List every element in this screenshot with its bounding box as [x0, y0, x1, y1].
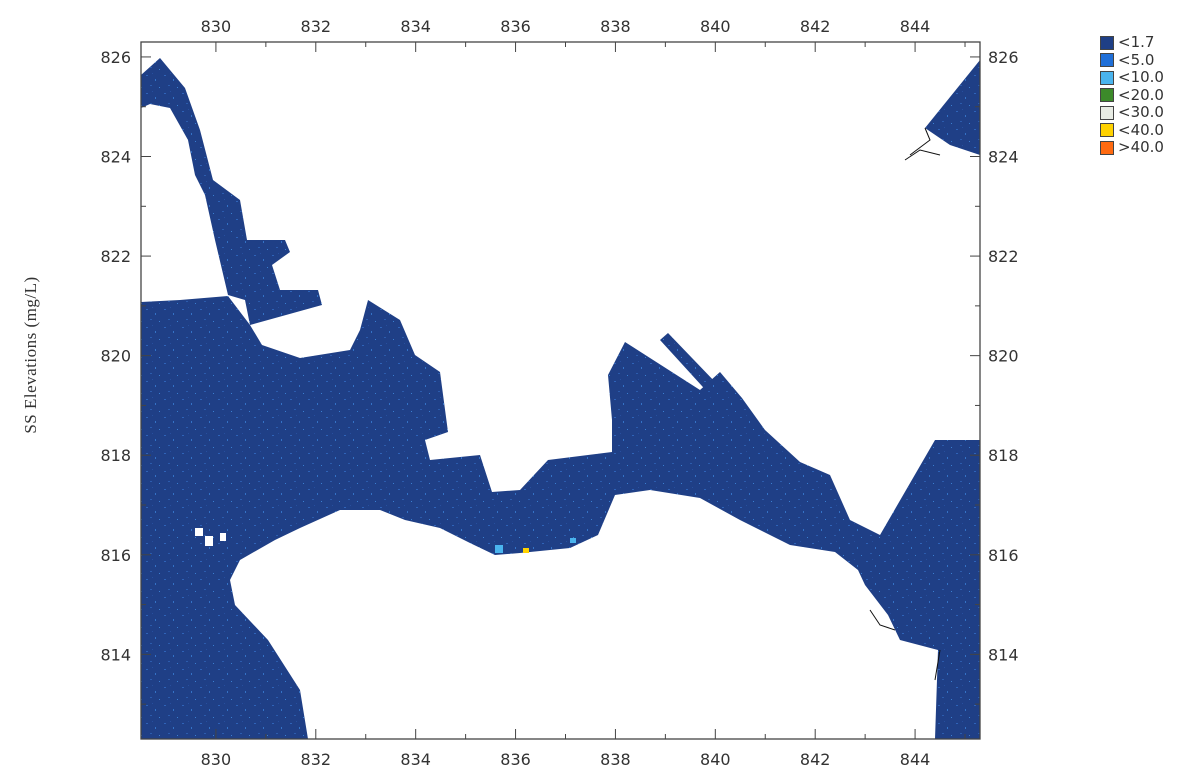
legend-label: <20.0	[1118, 85, 1164, 104]
legend-item: <40.0	[1100, 122, 1185, 140]
legend-item: <20.0	[1100, 87, 1185, 105]
tick-marks	[141, 42, 980, 739]
legend-swatch	[1100, 140, 1114, 155]
legend-swatch	[1100, 105, 1114, 120]
legend-item: <10.0	[1100, 69, 1185, 87]
x-tick-label-bottom: 840	[700, 750, 731, 769]
water-region-main-channel	[141, 296, 980, 739]
legend-item: <1.7	[1100, 34, 1185, 52]
x-tick-label-top: 842	[800, 17, 831, 36]
x-tick-label-top: 830	[201, 17, 232, 36]
x-tick-label-bottom: 838	[600, 750, 631, 769]
x-tick-label-bottom: 830	[201, 750, 232, 769]
y-tick-label-left: 814	[100, 645, 131, 664]
y-tick-label-right: 822	[988, 247, 1019, 266]
legend-item: <5.0	[1100, 52, 1185, 70]
coastline	[869, 127, 941, 681]
legend-label: <5.0	[1118, 50, 1155, 69]
high-ss-patch	[495, 545, 503, 553]
legend-swatch	[1100, 35, 1114, 50]
water-region-northwest	[141, 58, 322, 325]
high-ss-patch	[523, 548, 529, 553]
x-tick-label-top: 832	[301, 17, 332, 36]
legend-swatch	[1100, 70, 1114, 85]
x-tick-label-top: 840	[700, 17, 731, 36]
x-tick-label-bottom: 844	[900, 750, 931, 769]
legend-item: <30.0	[1100, 104, 1185, 122]
x-tick-label-top: 844	[900, 17, 931, 36]
legend-swatch	[1100, 123, 1114, 138]
legend-label: <30.0	[1118, 103, 1164, 122]
water-jetty	[660, 333, 742, 420]
legend-label: <10.0	[1118, 68, 1164, 87]
y-tick-label-right: 818	[988, 446, 1019, 465]
y-tick-label-left: 816	[100, 546, 131, 565]
water-area	[141, 58, 980, 739]
y-tick-label-left: 818	[100, 446, 131, 465]
y-tick-label-left: 820	[100, 347, 131, 366]
x-tick-label-bottom: 836	[500, 750, 531, 769]
island	[205, 536, 213, 546]
x-tick-label-bottom: 832	[301, 750, 332, 769]
x-tick-label-top: 838	[600, 17, 631, 36]
y-tick-label-right: 814	[988, 645, 1019, 664]
high-ss-patch	[570, 538, 576, 543]
legend-label: <40.0	[1118, 120, 1164, 139]
water-region-northeast	[925, 60, 980, 155]
x-tick-label-bottom: 842	[800, 750, 831, 769]
legend-swatch	[1100, 88, 1114, 103]
legend-label: >40.0	[1118, 138, 1164, 157]
y-tick-label-right: 816	[988, 546, 1019, 565]
plot-frame	[140, 41, 981, 740]
y-tick-label-right: 824	[988, 148, 1019, 167]
x-tick-label-top: 834	[400, 17, 431, 36]
y-tick-label-right: 826	[988, 48, 1019, 67]
legend-item: >40.0	[1100, 139, 1185, 157]
legend-swatch	[1100, 53, 1114, 68]
legend-label: <1.7	[1118, 33, 1155, 52]
x-tick-label-top: 836	[500, 17, 531, 36]
island	[195, 528, 203, 536]
y-tick-label-left: 824	[100, 148, 131, 167]
y-axis-label: SS Elevations (mg/L)	[21, 276, 40, 433]
island	[220, 533, 226, 541]
tick-labels: 830 830 832 832 834 834 836 836 838 838 840 840 842 8…	[100, 17, 1018, 769]
x-tick-label-bottom: 834	[400, 750, 431, 769]
y-tick-label-left: 822	[100, 247, 131, 266]
legend: <1.7 <5.0 <10.0 <20.0 <30.0 <40.0 >40.0	[1100, 34, 1185, 157]
y-tick-label-left: 826	[100, 48, 131, 67]
y-tick-label-right: 820	[988, 347, 1019, 366]
